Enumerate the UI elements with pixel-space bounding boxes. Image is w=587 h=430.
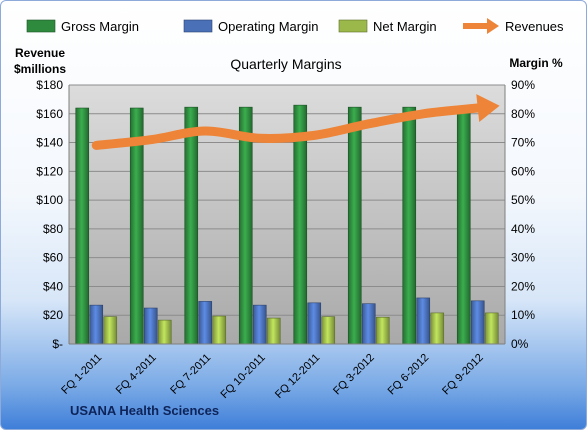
- gross-margin-bar: [75, 107, 90, 345]
- category-label: FQ 3-2012: [331, 352, 377, 398]
- right-tick-label: 60%: [511, 164, 535, 178]
- operating-margin-bar: [470, 300, 485, 345]
- operating-margin-bar: [307, 302, 322, 345]
- legend-label-operating-margin: Operating Margin: [218, 19, 318, 34]
- net-margin-bar: [375, 316, 390, 345]
- chart-title: Quarterly Margins: [230, 56, 341, 72]
- right-tick-label: 50%: [511, 193, 535, 207]
- legend-swatch-operating-margin: [183, 19, 213, 33]
- net-margin-bar: [430, 312, 445, 345]
- category-label: FQ 7-2011: [168, 352, 213, 397]
- left-tick-label: $60: [43, 251, 63, 265]
- legend-arrow-revenues: [487, 18, 499, 34]
- net-margin-bar: [321, 316, 336, 345]
- revenue-line: [91, 94, 500, 150]
- left-tick-label: $80: [43, 222, 63, 236]
- left-tick-label: $120: [36, 164, 63, 178]
- footer-company: USANA Health Sciences: [70, 403, 219, 418]
- left-axis-label-line2: $millions: [14, 62, 66, 76]
- category-label: FQ 12-2011: [273, 352, 322, 401]
- net-margin-bar: [212, 315, 227, 345]
- left-tick-label: $100: [36, 193, 63, 207]
- operating-margin-bar: [89, 304, 104, 345]
- bars: [75, 104, 499, 345]
- right-tick-label: 80%: [511, 107, 535, 121]
- revenues-arrowhead: [476, 94, 500, 122]
- category-label: FQ 4-2011: [114, 352, 159, 397]
- net-margin-bar: [484, 312, 499, 345]
- left-tick-label: $-: [52, 337, 63, 351]
- legend-label-revenues: Revenues: [505, 19, 564, 34]
- left-axis-label-line1: Revenue: [15, 46, 65, 60]
- left-tick-label: $160: [36, 107, 63, 121]
- left-tick-label: $180: [36, 78, 63, 92]
- legend-swatch-gross-margin: [26, 19, 56, 33]
- category-label: FQ 6-2012: [386, 352, 432, 398]
- net-margin-bar: [157, 319, 172, 345]
- operating-margin-bar: [143, 307, 158, 345]
- gross-margin-bar: [402, 106, 417, 345]
- operating-margin-bar: [252, 304, 267, 345]
- right-tick-label: 10%: [511, 308, 535, 322]
- operating-margin-bar: [416, 297, 431, 345]
- legend-swatch-net-margin: [338, 19, 368, 33]
- right-tick-label: 40%: [511, 222, 535, 236]
- operating-margin-bar: [361, 303, 376, 345]
- gross-margin-bar: [456, 107, 471, 345]
- legend-label-net-margin: Net Margin: [373, 19, 437, 34]
- gross-margin-bar: [238, 106, 253, 345]
- right-tick-label: 20%: [511, 279, 535, 293]
- net-margin-bar: [103, 316, 118, 345]
- legend-label-gross-margin: Gross Margin: [61, 19, 139, 34]
- right-axis-label: Margin %: [509, 56, 563, 70]
- legend: Gross Margin Operating Margin Net Margin Re…: [26, 18, 564, 34]
- left-tick-label: $40: [43, 279, 63, 293]
- right-tick-label: 0%: [511, 337, 529, 351]
- gross-margin-bar: [184, 106, 199, 345]
- right-tick-label: 70%: [511, 136, 535, 150]
- gross-margin-bar: [347, 106, 362, 345]
- left-tick-label: $20: [43, 308, 63, 322]
- category-label: FQ 10-2011: [218, 352, 267, 401]
- operating-margin-bar: [198, 301, 213, 345]
- net-margin-bar: [266, 317, 281, 345]
- revenues-line: [91, 103, 483, 150]
- category-label: FQ 1-2011: [59, 352, 104, 397]
- right-tick-label: 30%: [511, 251, 535, 265]
- right-tick-label: 90%: [511, 78, 535, 92]
- category-label: FQ 9-2012: [440, 352, 486, 398]
- left-tick-label: $140: [36, 136, 63, 150]
